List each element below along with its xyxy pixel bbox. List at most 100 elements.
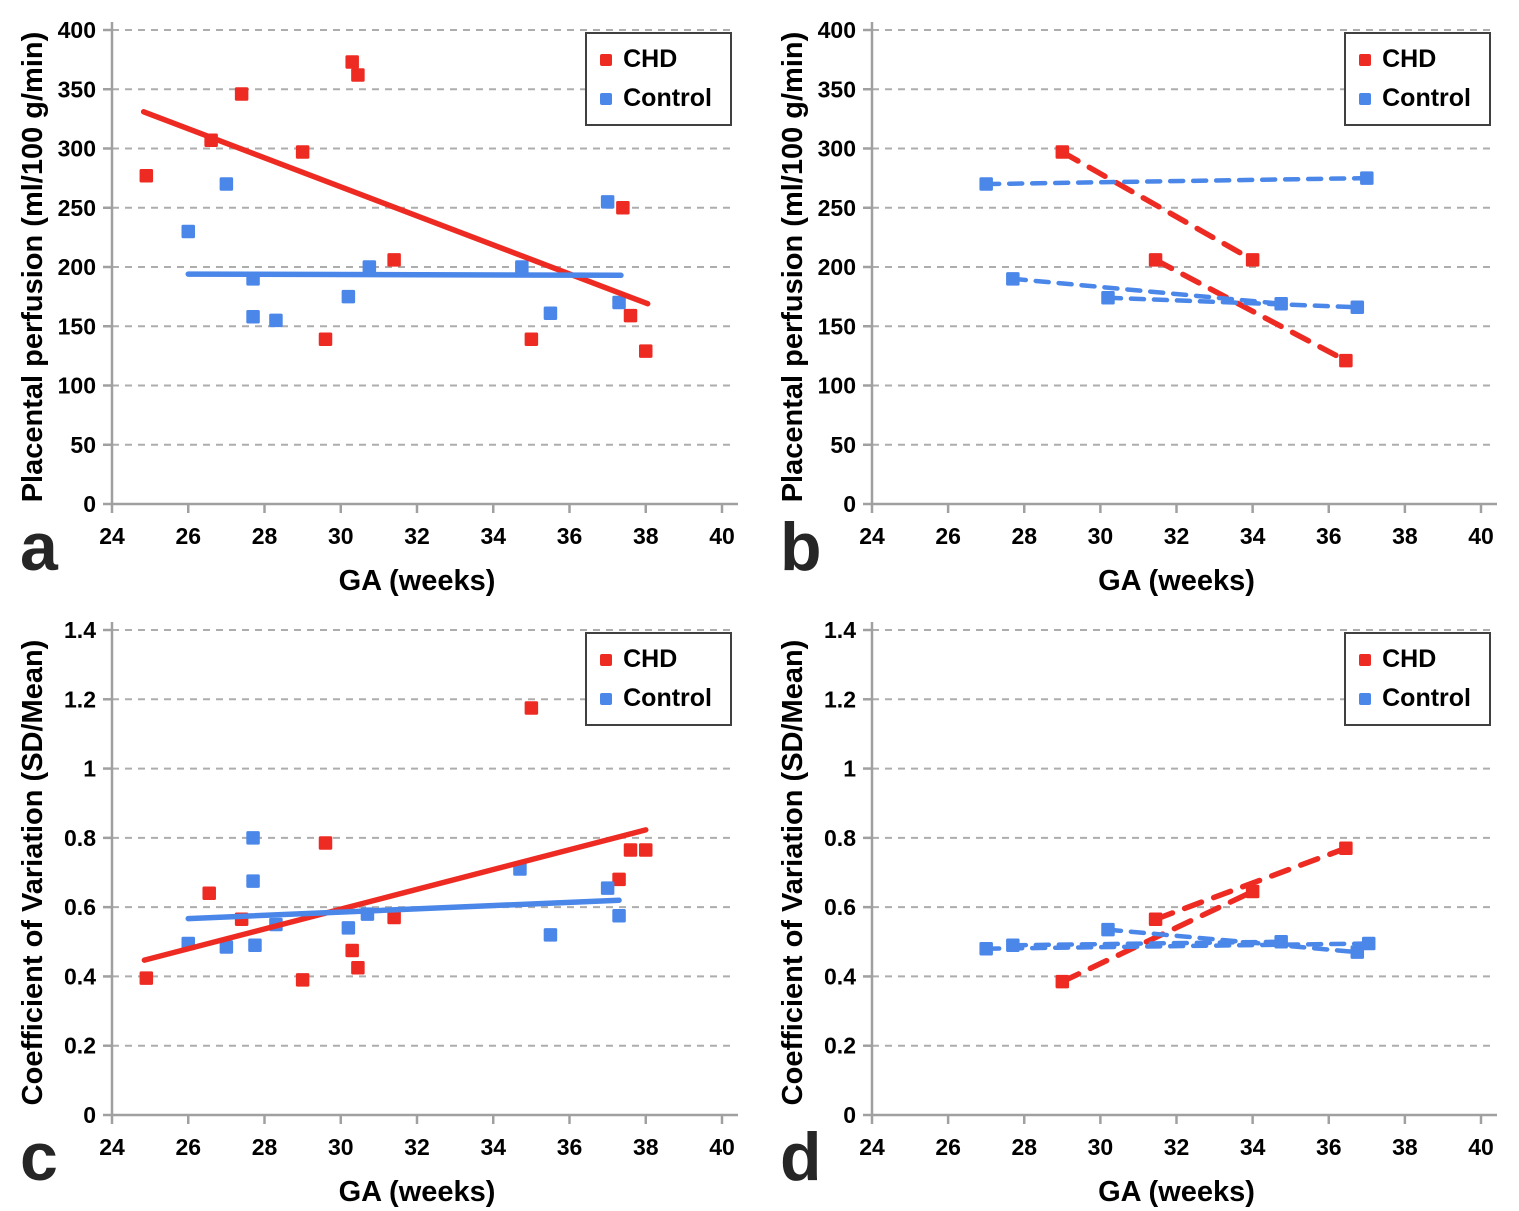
- svg-text:GA (weeks): GA (weeks): [339, 1176, 496, 1208]
- svg-text:0.8: 0.8: [64, 825, 96, 851]
- chd-marker-icon: [1359, 53, 1372, 66]
- svg-text:0: 0: [83, 491, 96, 517]
- svg-text:GA (weeks): GA (weeks): [1098, 565, 1255, 597]
- svg-text:36: 36: [1316, 1134, 1342, 1160]
- scatter-chart-a: 0 50 100 150 200 250 300 350 400 24 26 28 30 32 34 36 38…: [17, 17, 738, 597]
- legend-item-chd: CHD: [1359, 647, 1471, 672]
- control-marker-icon: [600, 692, 613, 705]
- svg-text:32: 32: [1164, 523, 1190, 549]
- svg-text:50: 50: [830, 432, 856, 458]
- legend-item-chd: CHD: [600, 47, 712, 72]
- legend-label-chd: CHD: [1382, 645, 1437, 673]
- control-marker-icon: [1359, 692, 1372, 705]
- svg-text:34: 34: [1240, 1134, 1266, 1160]
- svg-text:Coefficient of Variation (SD/M: Coefficient of Variation (SD/Mean): [777, 640, 809, 1106]
- svg-text:0: 0: [843, 1102, 856, 1128]
- legend-label-chd: CHD: [623, 645, 678, 673]
- panel-a: 0 50 100 150 200 250 300 350 400 24 26 28 30 32 34 36 38…: [0, 0, 760, 600]
- svg-text:28: 28: [1011, 1134, 1037, 1160]
- svg-text:24: 24: [859, 1134, 885, 1160]
- svg-text:200: 200: [818, 254, 856, 280]
- panel-letter-a: a: [20, 509, 58, 585]
- svg-text:300: 300: [58, 136, 96, 162]
- svg-text:1.2: 1.2: [824, 686, 856, 712]
- svg-text:0.6: 0.6: [64, 894, 96, 920]
- svg-text:32: 32: [404, 1134, 430, 1160]
- svg-text:350: 350: [818, 76, 856, 102]
- svg-text:38: 38: [633, 1134, 659, 1160]
- panel-letter-b: b: [780, 509, 822, 585]
- legend-label-control: Control: [623, 684, 712, 712]
- svg-text:Coefficient of Variation (SD/M: Coefficient of Variation (SD/Mean): [17, 640, 49, 1106]
- svg-text:350: 350: [58, 76, 96, 102]
- svg-text:0.8: 0.8: [824, 825, 856, 851]
- legend: CHD Control: [585, 632, 732, 726]
- legend-item-control: Control: [1359, 86, 1471, 111]
- panel-letter-c: c: [20, 1119, 58, 1195]
- legend-item-control: Control: [600, 86, 712, 111]
- legend-item-control: Control: [600, 686, 712, 711]
- svg-text:150: 150: [58, 313, 96, 339]
- svg-text:1.2: 1.2: [64, 686, 96, 712]
- svg-text:28: 28: [1011, 523, 1037, 549]
- svg-text:26: 26: [175, 523, 201, 549]
- svg-text:0: 0: [83, 1102, 96, 1128]
- svg-text:300: 300: [818, 136, 856, 162]
- svg-text:24: 24: [99, 523, 125, 549]
- chd-marker-icon: [600, 53, 613, 66]
- legend-item-chd: CHD: [1359, 47, 1471, 72]
- legend-label-chd: CHD: [1382, 45, 1437, 73]
- svg-text:400: 400: [58, 17, 96, 43]
- legend-item-chd: CHD: [600, 647, 712, 672]
- svg-text:Placental perfusion (ml/100 g/: Placental perfusion (ml/100 g/min): [777, 32, 809, 503]
- svg-text:250: 250: [818, 195, 856, 221]
- svg-text:0.4: 0.4: [64, 963, 96, 989]
- svg-text:32: 32: [404, 523, 430, 549]
- svg-text:150: 150: [818, 313, 856, 339]
- svg-text:36: 36: [557, 1134, 583, 1160]
- panel-b: 0 50 100 150 200 250 300 350 400 24 26 28 30 32 34 36 38…: [760, 0, 1519, 600]
- svg-text:0.6: 0.6: [824, 894, 856, 920]
- svg-text:28: 28: [252, 523, 278, 549]
- svg-text:32: 32: [1164, 1134, 1190, 1160]
- chd-marker-icon: [1359, 653, 1372, 666]
- legend-label-control: Control: [1382, 684, 1471, 712]
- svg-text:40: 40: [1468, 523, 1494, 549]
- chd-marker-icon: [600, 653, 613, 666]
- svg-text:40: 40: [709, 523, 735, 549]
- control-marker-icon: [1359, 92, 1372, 105]
- panel-letter-d: d: [780, 1119, 822, 1195]
- svg-text:1: 1: [843, 756, 856, 782]
- svg-text:26: 26: [935, 523, 961, 549]
- svg-text:GA (weeks): GA (weeks): [1098, 1176, 1255, 1208]
- svg-text:250: 250: [58, 195, 96, 221]
- svg-text:30: 30: [1088, 1134, 1114, 1160]
- svg-text:0.2: 0.2: [824, 1033, 856, 1059]
- svg-text:100: 100: [58, 373, 96, 399]
- svg-text:38: 38: [1392, 523, 1418, 549]
- panel-d: 0 0.2 0.4 0.6 0.8 1 1.2 1.4 24 26 28 30 32 34 36 38 40 GA…: [760, 600, 1519, 1211]
- legend: CHD Control: [1344, 32, 1491, 126]
- svg-text:26: 26: [175, 1134, 201, 1160]
- svg-text:38: 38: [1392, 1134, 1418, 1160]
- svg-text:24: 24: [99, 1134, 125, 1160]
- svg-text:0: 0: [843, 491, 856, 517]
- svg-text:34: 34: [1240, 523, 1266, 549]
- svg-text:28: 28: [252, 1134, 278, 1160]
- legend-label-control: Control: [623, 84, 712, 112]
- svg-text:30: 30: [328, 1134, 354, 1160]
- legend: CHD Control: [585, 32, 732, 126]
- legend: CHD Control: [1344, 632, 1491, 726]
- svg-text:36: 36: [1316, 523, 1342, 549]
- svg-text:0.4: 0.4: [824, 963, 856, 989]
- scatter-chart-b: 0 50 100 150 200 250 300 350 400 24 26 28 30 32 34 36 38…: [777, 17, 1497, 597]
- control-marker-icon: [600, 92, 613, 105]
- svg-text:100: 100: [818, 373, 856, 399]
- svg-text:30: 30: [1088, 523, 1114, 549]
- svg-text:1: 1: [83, 756, 96, 782]
- svg-text:40: 40: [709, 1134, 735, 1160]
- svg-text:0.2: 0.2: [64, 1033, 96, 1059]
- svg-text:50: 50: [70, 432, 96, 458]
- svg-text:38: 38: [633, 523, 659, 549]
- panel-c: 0 0.2 0.4 0.6 0.8 1 1.2 1.4 24 26 28 30 32 34 36 38 40 GA…: [0, 600, 760, 1211]
